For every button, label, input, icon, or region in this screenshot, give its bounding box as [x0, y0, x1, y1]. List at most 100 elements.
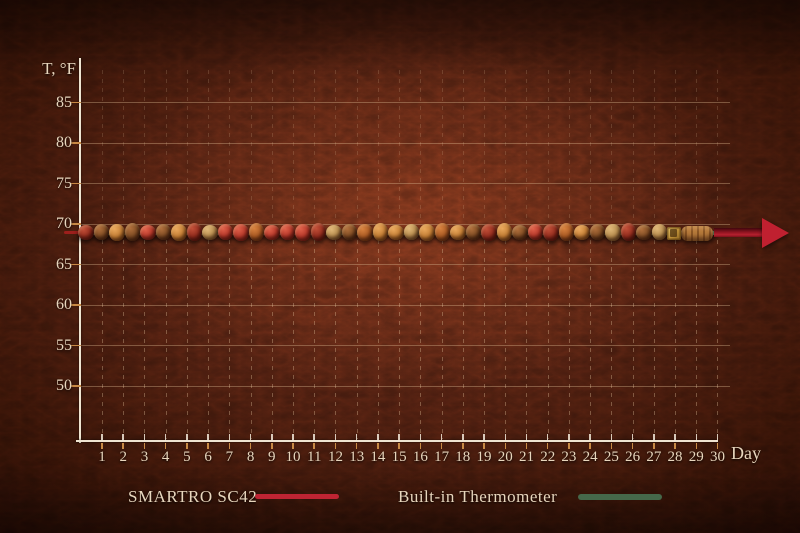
x-tick-upper	[398, 434, 400, 441]
bead-orange	[388, 224, 404, 240]
gridline-vertical	[399, 70, 401, 223]
x-tick-label: 14	[370, 449, 386, 465]
gridline-horizontal	[80, 183, 730, 184]
bead-darkred	[310, 223, 326, 241]
x-tick-upper	[589, 434, 591, 441]
x-tick-label: 9	[268, 449, 276, 465]
bead-darkred	[186, 223, 202, 241]
x-tick-lower	[186, 443, 188, 449]
x-tick-label: 26	[625, 449, 641, 465]
gridline-vertical	[229, 240, 231, 439]
gridline-horizontal	[80, 385, 730, 387]
gridline-vertical	[144, 240, 146, 439]
bead-brown	[512, 224, 528, 240]
x-tick-label: 23	[561, 449, 577, 465]
gridline-vertical	[526, 240, 528, 439]
y-axis	[79, 58, 81, 443]
gridline-vertical	[420, 240, 422, 439]
x-tick-upper	[101, 434, 103, 441]
gridline-vertical	[186, 70, 188, 223]
gridline-vertical	[208, 240, 210, 439]
x-tick-label: 25	[603, 449, 619, 465]
bead-orange	[496, 223, 512, 241]
x-tick-upper	[504, 434, 506, 441]
gridline-horizontal	[80, 304, 730, 306]
legend-swatch-smartro	[255, 494, 339, 499]
bead-rust	[357, 223, 373, 241]
gridline-vertical	[335, 70, 337, 223]
gridline-vertical	[229, 70, 231, 223]
bead-tan	[202, 224, 218, 240]
bead-tan	[651, 224, 667, 240]
clasp-mark	[670, 228, 677, 237]
bead-brown	[465, 224, 481, 240]
y-tick	[71, 101, 81, 103]
gridline-vertical	[441, 240, 443, 439]
x-tick-upper	[271, 434, 273, 441]
x-tick-upper	[186, 434, 188, 441]
bead-rust	[248, 223, 264, 241]
gridline-vertical	[696, 70, 698, 223]
y-tick-label: 70	[56, 215, 72, 232]
wood-barrel-bead	[681, 225, 713, 241]
x-tick-lower	[653, 443, 655, 449]
x-tick-upper	[716, 434, 719, 441]
x-tick-upper	[568, 434, 570, 441]
y-tick-label: 85	[56, 93, 72, 111]
gridline-vertical	[208, 70, 210, 223]
gridline-vertical	[102, 70, 103, 223]
arrow-head-icon	[762, 218, 789, 248]
gridline-vertical	[377, 70, 379, 223]
bead-brown	[341, 224, 357, 240]
gridline-vertical	[356, 240, 358, 439]
bead-red	[264, 224, 280, 240]
gridline-vertical	[271, 70, 273, 223]
gridline-horizontal	[80, 264, 730, 265]
bead-tan	[403, 224, 419, 240]
gridline-horizontal	[80, 223, 730, 225]
arrow-shaft	[714, 228, 770, 237]
x-tick-lower	[504, 443, 506, 449]
gridline-vertical	[717, 240, 719, 439]
bead-tan	[605, 223, 621, 241]
gridline-vertical	[102, 240, 103, 439]
y-tick-label: 50	[56, 377, 72, 394]
bead-red	[140, 224, 156, 240]
x-tick-lower	[313, 443, 315, 449]
x-tick-upper	[355, 434, 358, 441]
gridline-vertical	[377, 240, 379, 439]
bracelet-data-line	[64, 218, 800, 248]
gridline-vertical	[165, 240, 167, 439]
gridline-vertical	[568, 70, 570, 223]
gridline-vertical	[696, 240, 698, 439]
gridline-vertical	[399, 240, 401, 439]
x-tick-label: 6	[204, 449, 212, 465]
x-tick-lower	[207, 443, 209, 449]
gridline-vertical	[441, 70, 443, 223]
x-tick-upper	[334, 434, 337, 441]
x-tick-lower	[271, 443, 273, 449]
x-tick-upper	[483, 434, 485, 441]
x-tick-lower	[610, 443, 613, 449]
gridline-vertical	[484, 240, 486, 439]
bead-brown	[636, 224, 652, 240]
x-tick-lower	[546, 443, 549, 449]
x-tick-upper	[313, 434, 315, 441]
gridline-vertical	[335, 240, 337, 439]
x-tick-lower	[716, 443, 719, 449]
gridline-horizontal	[80, 102, 730, 103]
x-tick-lower	[292, 443, 294, 449]
bead-orange	[372, 223, 388, 241]
x-tick-lower	[631, 443, 634, 449]
y-tick	[71, 223, 81, 225]
gridline-vertical	[547, 240, 549, 439]
x-tick-upper	[440, 434, 443, 441]
thread-tail	[64, 231, 80, 234]
gridline-vertical	[568, 240, 570, 439]
x-tick-label: 15	[391, 449, 407, 465]
bead-red	[527, 224, 543, 240]
bead-orange	[109, 223, 125, 241]
x-tick-upper	[610, 434, 613, 441]
gridline-vertical	[144, 70, 146, 223]
